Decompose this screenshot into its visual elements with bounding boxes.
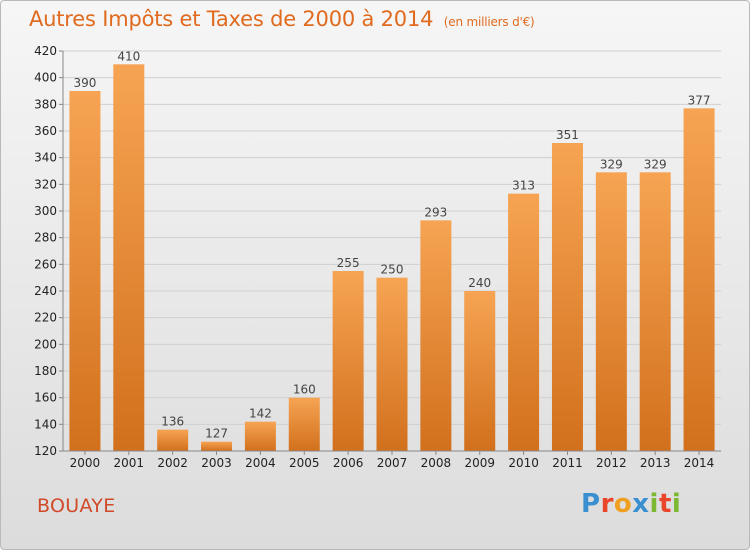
y-tick-label: 360 [34, 124, 57, 138]
bar [201, 441, 233, 451]
logo-letter: r [600, 489, 614, 519]
y-tick-label: 180 [34, 364, 57, 378]
bars [69, 64, 715, 452]
data-label: 377 [688, 93, 711, 107]
data-label: 410 [117, 49, 140, 63]
x-axis-ticks: 2000 2001 2002 2003 2004 2005 2006 2007 2008 2009… [70, 451, 715, 470]
x-tick-label: 2006 [333, 456, 364, 470]
bar [595, 172, 627, 452]
logo-letter: x [632, 489, 650, 519]
bar [683, 108, 715, 451]
bar [69, 91, 101, 451]
y-tick-label: 400 [34, 71, 57, 85]
logo-letter: t [658, 489, 672, 519]
x-tick-label: 2001 [114, 456, 145, 470]
bar [332, 271, 364, 451]
y-tick-label: 340 [34, 151, 57, 165]
chart-title: Autres Impôts et Taxes de 2000 à 2014 (e… [29, 7, 535, 31]
x-tick-label: 2013 [640, 456, 671, 470]
y-tick-label: 120 [34, 444, 57, 458]
x-tick-label: 2005 [289, 456, 320, 470]
logo-letter: i [649, 489, 659, 519]
y-axis-ticks: 120 140 160 180 200 220 240 260 280 300 320 340 360 3… [34, 44, 63, 458]
y-tick-label: 420 [34, 44, 57, 58]
data-label: 127 [205, 427, 228, 441]
data-label: 255 [337, 256, 360, 270]
y-tick-label: 280 [34, 231, 57, 245]
x-tick-label: 2003 [201, 456, 232, 470]
y-tick-label: 140 [34, 417, 57, 431]
bar [551, 143, 583, 451]
y-tick-label: 260 [34, 257, 57, 271]
x-tick-label: 2011 [552, 456, 583, 470]
bar [288, 397, 320, 451]
y-tick-label: 320 [34, 177, 57, 191]
y-tick-label: 380 [34, 97, 57, 111]
data-label: 293 [424, 205, 447, 219]
chart-unit: (en milliers d'€) [443, 15, 535, 29]
bar [244, 421, 276, 451]
data-labels: 390 410 136 127 142 160 255 250 293 240 313 351 329 3… [73, 49, 710, 440]
logo-letter: i [671, 489, 682, 519]
bar [376, 277, 408, 451]
commune-name: BOUAYE [37, 495, 116, 517]
y-tick-label: 300 [34, 204, 57, 218]
bar [508, 193, 540, 451]
data-label: 240 [468, 276, 491, 290]
data-label: 136 [161, 415, 184, 429]
data-label: 329 [600, 157, 623, 171]
x-tick-label: 2009 [464, 456, 495, 470]
x-tick-label: 2002 [157, 456, 188, 470]
x-tick-label: 2008 [421, 456, 452, 470]
proxiti-logo: Proxiti [581, 489, 681, 519]
x-tick-label: 2007 [377, 456, 408, 470]
chart-title-text: Autres Impôts et Taxes de 2000 à 2014 [29, 7, 434, 31]
data-label: 160 [293, 383, 316, 397]
logo-letter: P [581, 489, 601, 519]
data-label: 313 [512, 179, 535, 193]
x-tick-label: 2000 [70, 456, 101, 470]
y-tick-label: 240 [34, 284, 57, 298]
logo-letter: o [613, 489, 633, 519]
y-tick-label: 220 [34, 311, 57, 325]
data-label: 142 [249, 407, 272, 421]
data-label: 390 [73, 76, 96, 90]
x-tick-label: 2010 [508, 456, 539, 470]
y-tick-label: 160 [34, 391, 57, 405]
bar [420, 220, 452, 451]
x-tick-label: 2012 [596, 456, 627, 470]
bar [113, 64, 145, 452]
data-label: 329 [644, 157, 667, 171]
bar [639, 172, 671, 452]
data-label: 250 [381, 263, 404, 277]
bar [464, 291, 496, 451]
x-tick-label: 2014 [684, 456, 715, 470]
bar [157, 429, 189, 451]
data-label: 351 [556, 128, 579, 142]
y-tick-label: 200 [34, 337, 57, 351]
x-tick-label: 2004 [245, 456, 276, 470]
